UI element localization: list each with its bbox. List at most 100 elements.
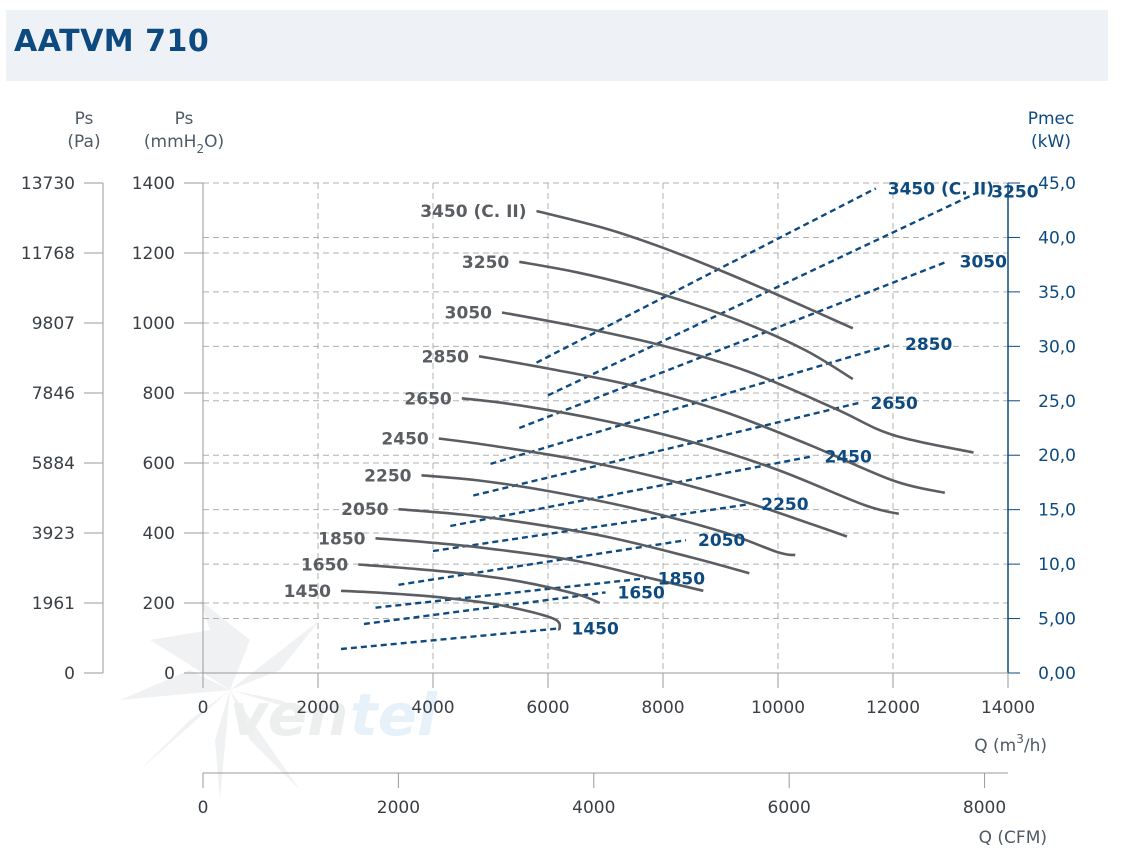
mm-tick-label: 1000	[132, 314, 175, 334]
pressure-curve-2450	[438, 437, 848, 538]
pressure-curve-1850	[375, 537, 704, 593]
pressure-curve-label: 1450	[284, 582, 331, 602]
x-tick-label: 6000	[526, 698, 569, 718]
pressure-curve-label: 3450 (C. II)	[420, 202, 526, 222]
pressure-curve-2650	[461, 397, 900, 516]
mm-tick-label: 800	[143, 384, 175, 404]
pressure-curve-label: 1650	[301, 556, 348, 576]
power-curve-label: 3050	[960, 252, 1007, 272]
pressure-curves	[340, 209, 974, 631]
title-bar	[6, 10, 1108, 81]
pressure-curve-2850	[478, 355, 946, 495]
power-curve-2250	[432, 503, 750, 553]
grid-lines	[203, 182, 1009, 673]
kw-tick-label: 40,0	[1038, 228, 1076, 248]
power-curve-label: 2050	[698, 531, 745, 551]
pa-tick-label: 7846	[32, 384, 75, 404]
pressure-curve-label: 1850	[318, 529, 365, 549]
pa-tick-label: 0	[64, 664, 75, 684]
pressure-curve-label: 2250	[364, 466, 411, 486]
power-curve-2050	[398, 539, 687, 586]
power-curve-label: 2650	[871, 394, 918, 414]
mm-tick-label: 0	[164, 664, 175, 684]
pressure-curve-2050	[398, 507, 750, 575]
ps-pa-axis-label: Ps	[75, 109, 94, 129]
kw-tick-label: 15,0	[1038, 501, 1076, 521]
left-axis-mmh2o: 0 200 400 600 800 1000 1200 1400	[132, 174, 204, 684]
power-curve-label: 3450 (C. II)	[888, 179, 994, 199]
pa-tick-label: 1961	[32, 594, 75, 614]
power-curve-2450	[450, 455, 813, 528]
pressure-curve-1450	[340, 589, 562, 631]
power-curve-3450	[535, 187, 877, 364]
power-curve-label: 1650	[618, 583, 665, 603]
pressure-curve-3250	[519, 260, 854, 381]
power-curve-2650	[473, 401, 859, 497]
pmec-axis-label: Pmec	[1028, 109, 1075, 129]
x-tick-label: 4000	[411, 698, 454, 718]
pressure-curve-3450	[536, 209, 854, 330]
pa-tick-label: 3923	[32, 524, 75, 544]
kw-tick-label: 20,0	[1038, 446, 1076, 466]
power-curve-label: 1850	[658, 569, 705, 589]
svg-text:tel: tel	[350, 681, 438, 749]
cfm-tick-label: 4000	[572, 798, 615, 818]
page-title: AATVM 710	[14, 24, 210, 59]
pressure-curve-label: 3250	[462, 253, 509, 273]
cfm-tick-label: 8000	[963, 798, 1006, 818]
mm-tick-label: 1200	[132, 244, 175, 264]
power-curve-label: 2250	[761, 495, 808, 515]
pressure-curve-2250	[421, 474, 796, 557]
pressure-curve-label: 2050	[341, 500, 388, 520]
kw-tick-label: 10,0	[1038, 555, 1076, 575]
power-curve-label: 1450	[572, 619, 619, 639]
ps-mmh2o-axis-label: Ps	[175, 109, 194, 129]
watermark-logo: ven tel	[120, 600, 438, 800]
mm-tick-label: 400	[143, 524, 175, 544]
x-tick-label: 14000	[981, 698, 1035, 718]
cfm-tick-label: 6000	[768, 798, 811, 818]
kw-tick-label: 25,0	[1038, 392, 1076, 412]
x-tick-label: 12000	[866, 698, 920, 718]
pa-tick-label: 5884	[32, 454, 75, 474]
pa-tick-label: 9807	[32, 314, 75, 334]
x-tick-label: 8000	[641, 698, 684, 718]
right-axis-kw: 0,00 5,00 10,0 15,0 20,0 25,0 30,0 35,0 40,0 45,0	[1007, 174, 1076, 684]
kw-tick-label: 0,00	[1038, 664, 1076, 684]
mm-tick-label: 600	[143, 454, 175, 474]
pmec-axis-unit: (kW)	[1031, 132, 1071, 152]
mm-tick-label: 1400	[132, 174, 175, 194]
pressure-curve-1650	[358, 563, 601, 605]
kw-tick-label: 30,0	[1038, 337, 1076, 357]
q-m3h-axis-label: Q (m3/h)	[974, 732, 1047, 756]
kw-tick-label: 45,0	[1038, 174, 1076, 194]
mm-tick-label: 200	[143, 594, 175, 614]
kw-tick-label: 35,0	[1038, 283, 1076, 303]
pressure-curve-label: 2650	[404, 389, 451, 409]
power-curve-2850	[490, 343, 894, 466]
power-curve-1450	[340, 627, 560, 651]
pressure-curve-label: 2850	[422, 347, 469, 367]
pa-tick-label: 13730	[21, 174, 75, 194]
power-curve-label: 3250	[991, 183, 1038, 203]
x-tick-label: 0	[198, 698, 209, 718]
power-curve-3250	[547, 190, 980, 397]
curve-labels: 3450 (C. II)3250305028502650245022502050…	[284, 179, 1039, 639]
power-curve-label: 2850	[905, 335, 952, 355]
x-tick-label: 2000	[296, 698, 339, 718]
kw-tick-label: 5,00	[1038, 610, 1076, 630]
x-tick-label: 10000	[751, 698, 805, 718]
svg-text:ven: ven	[230, 681, 348, 749]
cfm-tick-label: 0	[198, 798, 209, 818]
power-curve-1850	[375, 577, 646, 609]
ps-mmh2o-axis-unit: (mmH2O)	[144, 132, 224, 156]
pressure-curve-label: 2450	[381, 430, 428, 450]
power-curve-1650	[363, 591, 606, 626]
q-cfm-axis-label: Q (CFM)	[979, 828, 1047, 848]
left-axis-pa: 0 1961 3923 5884 7846 9807 11768 13730	[21, 174, 104, 684]
x-axis-cfm: 0 2000 4000 6000 8000	[198, 772, 1008, 818]
pa-tick-label: 11768	[21, 244, 75, 264]
cfm-tick-label: 2000	[377, 798, 420, 818]
pressure-curve-3050	[501, 311, 974, 454]
